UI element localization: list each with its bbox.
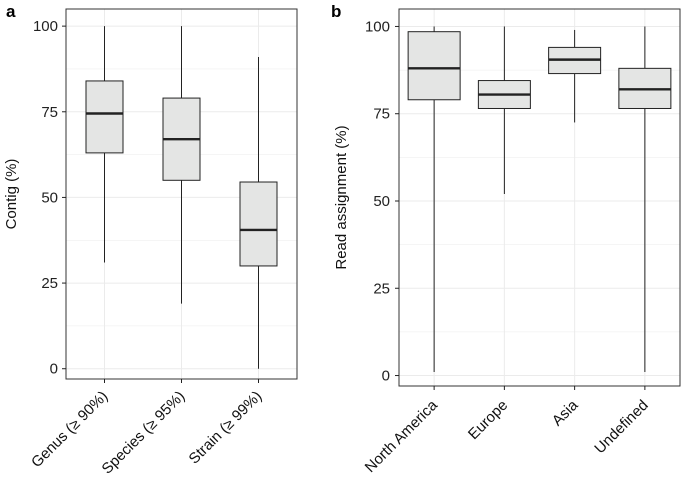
panel-a: a 0 25 50 75 100 Contig (%) Genus (≥ 90%)Specie… bbox=[3, 2, 298, 478]
y-axis-title: Contig (%) bbox=[3, 159, 20, 230]
box-1 bbox=[477, 26, 531, 195]
x-category-label: Genus (≥ 90%) bbox=[28, 388, 111, 471]
x-category-label: Asia bbox=[549, 396, 582, 429]
x-category-label: Strain (≥ 99%) bbox=[186, 388, 266, 468]
y-tick-label: 0 bbox=[50, 361, 58, 378]
y-tick-label: 50 bbox=[373, 193, 390, 210]
y-tick-label: 0 bbox=[382, 368, 390, 385]
panel-letter: a bbox=[6, 2, 16, 21]
box-iqr bbox=[85, 80, 124, 154]
panel-b: b 0 25 50 75 100 Read assignment (%) North Amer… bbox=[331, 2, 681, 476]
panel-border bbox=[398, 8, 681, 387]
box-0 bbox=[407, 26, 461, 373]
x-category-label: North America bbox=[362, 396, 442, 476]
box-2 bbox=[548, 29, 602, 123]
x-category-label: Species (≥ 95%) bbox=[99, 388, 189, 478]
box-3 bbox=[618, 26, 672, 373]
box-2 bbox=[239, 56, 278, 369]
box-iqr bbox=[407, 31, 461, 101]
y-tick-label: 75 bbox=[41, 104, 58, 121]
x-category-label: Europe bbox=[465, 397, 511, 443]
box-iqr bbox=[239, 181, 278, 267]
y-tick-label: 100 bbox=[365, 18, 390, 35]
y-tick-label: 25 bbox=[373, 280, 390, 297]
x-category-label: Undefined bbox=[591, 397, 651, 457]
y-tick-label: 75 bbox=[373, 106, 390, 123]
y-tick-label: 25 bbox=[41, 275, 58, 292]
y-axis-title: Read assignment (%) bbox=[333, 125, 350, 269]
panel-letter: b bbox=[331, 2, 341, 21]
y-tick-label: 100 bbox=[33, 18, 58, 35]
box-0 bbox=[85, 26, 124, 263]
y-tick-label: 50 bbox=[41, 189, 58, 206]
box-1 bbox=[162, 26, 201, 304]
